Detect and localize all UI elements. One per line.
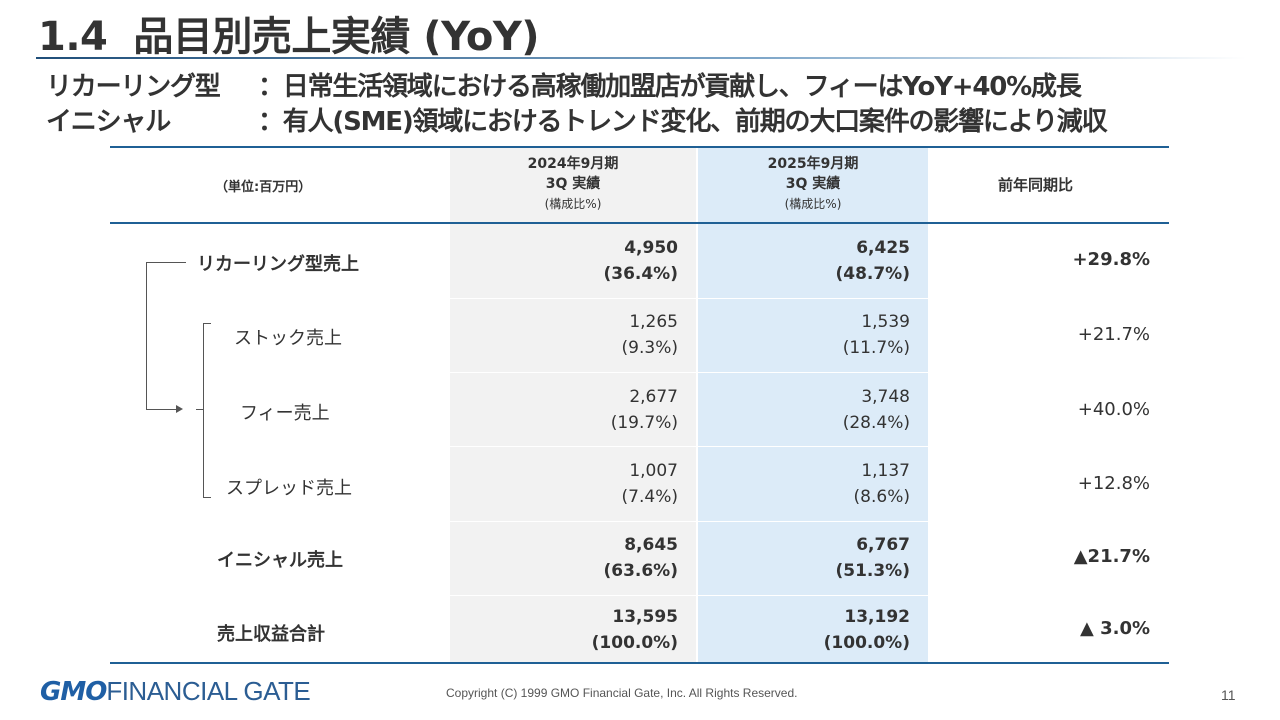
sub-bracket-line xyxy=(203,323,204,498)
sub-bracket-tick xyxy=(196,409,203,410)
table-header-rule xyxy=(110,222,1169,224)
row-separator xyxy=(450,446,928,447)
logo-text: FINANCIAL GATE xyxy=(106,676,311,706)
row-label-recurring: リカーリング型売上 xyxy=(197,254,359,275)
column-2024-background xyxy=(450,147,696,662)
value-2025-initial: 6,767 (51.3%) xyxy=(835,535,910,581)
row-separator xyxy=(450,298,928,299)
value-2024-recurring: 4,950 (36.4%) xyxy=(603,238,678,284)
value-2025-stock: 1,539 (11.7%) xyxy=(842,312,910,358)
yoy-total: ▲ 3.0% xyxy=(1079,618,1150,639)
subtitle-recurring: リカーリング型 ：日常生活領域における高稼働加盟店が貢献し、フィーはYoY+40%… xyxy=(46,66,1082,103)
arrow-right-icon xyxy=(176,405,183,413)
header-2025: 2025年9月期 3Q 実績 (構成比%) xyxy=(698,154,928,214)
row-label-stock: ストック売上 xyxy=(234,328,342,349)
table-bottom-rule xyxy=(110,662,1169,664)
column-2025-background xyxy=(698,147,928,662)
row-label-fee: フィー売上 xyxy=(240,403,330,424)
title-underline xyxy=(36,57,1246,59)
section-number: 1.4 xyxy=(38,14,108,60)
subtitle-initial: イニシャル ：有人(SME)領域におけるトレンド変化、前期の大口案件の影響により減… xyxy=(46,101,1108,138)
page-title: 1.4 品目別売上実績 (YoY) xyxy=(38,4,540,62)
value-2024-stock: 1,265 (9.3%) xyxy=(621,312,678,358)
title-text: 品目別売上実績 (YoY) xyxy=(133,14,540,60)
subtitle-initial-label: イニシャル xyxy=(46,107,171,137)
yoy-fee: +40.0% xyxy=(1077,399,1150,420)
subtitle-recurring-text: ：日常生活領域における高稼働加盟店が貢献し、フィーはYoY+40%成長 xyxy=(258,72,1082,102)
bracket-top-line xyxy=(146,262,186,263)
subtitle-recurring-label: リカーリング型 xyxy=(46,72,221,102)
yoy-initial: ▲21.7% xyxy=(1073,546,1150,567)
value-2024-spread: 1,007 (7.4%) xyxy=(621,461,678,507)
row-separator xyxy=(450,595,928,596)
company-logo: GMOFINANCIAL GATE xyxy=(40,676,311,707)
sub-bracket-top xyxy=(203,323,211,324)
logo-gmo: GMO xyxy=(40,677,107,707)
row-label-spread: スプレッド売上 xyxy=(226,478,352,499)
value-2025-recurring: 6,425 (48.7%) xyxy=(835,238,910,284)
sub-bracket-bottom xyxy=(203,497,211,498)
header-2024: 2024年9月期 3Q 実績 (構成比%) xyxy=(450,154,696,214)
header-2025-period: 2025年9月期 xyxy=(767,156,859,172)
header-2024-type: 3Q 実績 xyxy=(545,176,601,192)
subtitle-initial-text: ：有人(SME)領域におけるトレンド変化、前期の大口案件の影響により減収 xyxy=(258,107,1108,137)
yoy-recurring: +29.8% xyxy=(1072,249,1150,270)
value-2025-fee: 3,748 (28.4%) xyxy=(842,387,910,433)
yoy-stock: +21.7% xyxy=(1077,324,1150,345)
header-yoy: 前年同期比 xyxy=(998,176,1074,194)
unit-label: （単位:百万円） xyxy=(215,180,312,195)
value-2024-total: 13,595 (100.0%) xyxy=(591,607,678,653)
row-label-total: 売上収益合計 xyxy=(217,624,325,645)
bracket-arrow-line xyxy=(146,409,176,410)
header-2025-type: 3Q 実績 xyxy=(785,176,841,192)
row-label-initial: イニシャル売上 xyxy=(217,550,343,571)
header-2025-ratio: (構成比%) xyxy=(784,197,842,211)
value-2024-fee: 2,677 (19.7%) xyxy=(610,387,678,433)
header-2024-ratio: (構成比%) xyxy=(544,197,602,211)
row-separator xyxy=(450,372,928,373)
yoy-spread: +12.8% xyxy=(1077,473,1150,494)
bracket-vertical-line xyxy=(146,262,147,410)
row-separator xyxy=(450,521,928,522)
value-2025-total: 13,192 (100.0%) xyxy=(823,607,910,653)
page-number: 11 xyxy=(1221,687,1236,703)
copyright-text: Copyright (C) 1999 GMO Financial Gate, I… xyxy=(446,686,798,700)
table-top-rule xyxy=(110,146,1169,148)
value-2025-spread: 1,137 (8.6%) xyxy=(853,461,910,507)
header-2024-period: 2024年9月期 xyxy=(527,156,619,172)
value-2024-initial: 8,645 (63.6%) xyxy=(603,535,678,581)
